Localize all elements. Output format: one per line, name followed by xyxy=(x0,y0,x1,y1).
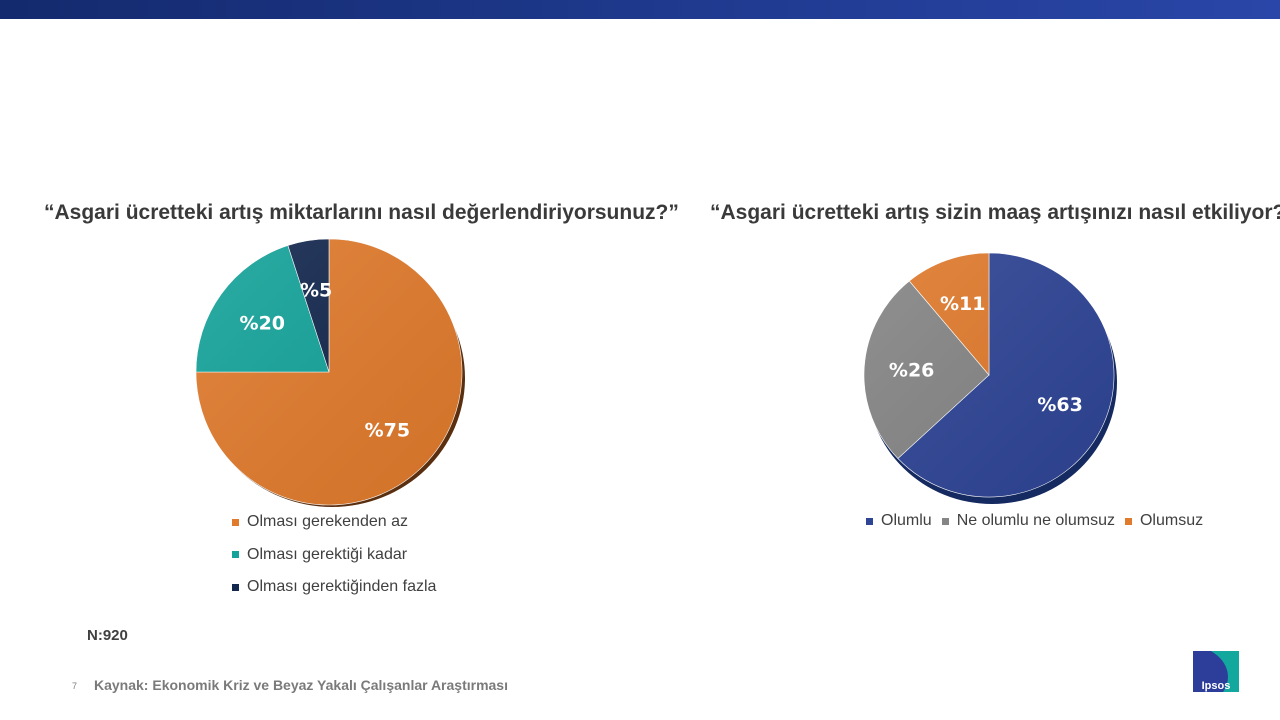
legend-item: Olumsuz xyxy=(1124,512,1204,530)
legend-label: Olumlu xyxy=(881,512,932,529)
sample-size: N:920 xyxy=(87,627,128,644)
pie-chart-left: %75 %20 %5 xyxy=(195,238,465,507)
legend-swatch xyxy=(866,517,873,525)
logo-text: Ipsos xyxy=(1202,680,1231,692)
ipsos-logo: Ipsos xyxy=(1193,651,1239,692)
legend-item: Olması gerektiğinden fazla xyxy=(232,571,436,604)
chart-title-right: “Asgari ücretteki artış sizin maaş artış… xyxy=(710,201,1280,224)
legend-label: Olması gerekenden az xyxy=(247,513,408,531)
chart-title-left: “Asgari ücretteki artış miktarlarını nas… xyxy=(44,201,679,224)
page-number: 7 xyxy=(72,681,78,691)
legend-label: Olması gerektiği kadar xyxy=(247,545,408,563)
slice-label-left-1: %20 xyxy=(240,313,285,335)
legend-right: Olumlu Ne olumlu ne olumsuz Olumsuz xyxy=(866,512,1213,530)
legend-label: Ne olumlu ne olumsuz xyxy=(956,512,1115,529)
slice-label-left-2: %5 xyxy=(300,280,332,302)
legend-label: Olumsuz xyxy=(1139,512,1204,529)
slice-label-right-1: %26 xyxy=(889,359,934,381)
source-note: Kaynak: Ekonomik Kriz ve Beyaz Yakalı Ça… xyxy=(94,677,508,693)
slice-label-right-2: %11 xyxy=(940,293,985,315)
legend-swatch xyxy=(232,551,239,559)
legend-item: Olması gerekenden az xyxy=(232,506,436,539)
top-banner xyxy=(0,0,1280,19)
legend-left: Olması gerekenden az Olması gerektiği ka… xyxy=(232,506,436,604)
legend-label: Olması gerektiğinden fazla xyxy=(247,578,437,596)
slice-label-left-0: %75 xyxy=(365,419,410,441)
slice-label-right-0: %63 xyxy=(1037,394,1082,416)
legend-item: Ne olumlu ne olumsuz xyxy=(941,512,1115,530)
legend-swatch xyxy=(941,517,949,525)
legend-item: Olumlu xyxy=(866,512,932,530)
legend-item: Olması gerektiği kadar xyxy=(232,539,436,572)
legend-swatch xyxy=(1124,517,1132,525)
pie-chart-right: %63 %26 %11 xyxy=(863,252,1117,504)
legend-swatch xyxy=(232,583,239,591)
legend-swatch xyxy=(232,518,239,526)
